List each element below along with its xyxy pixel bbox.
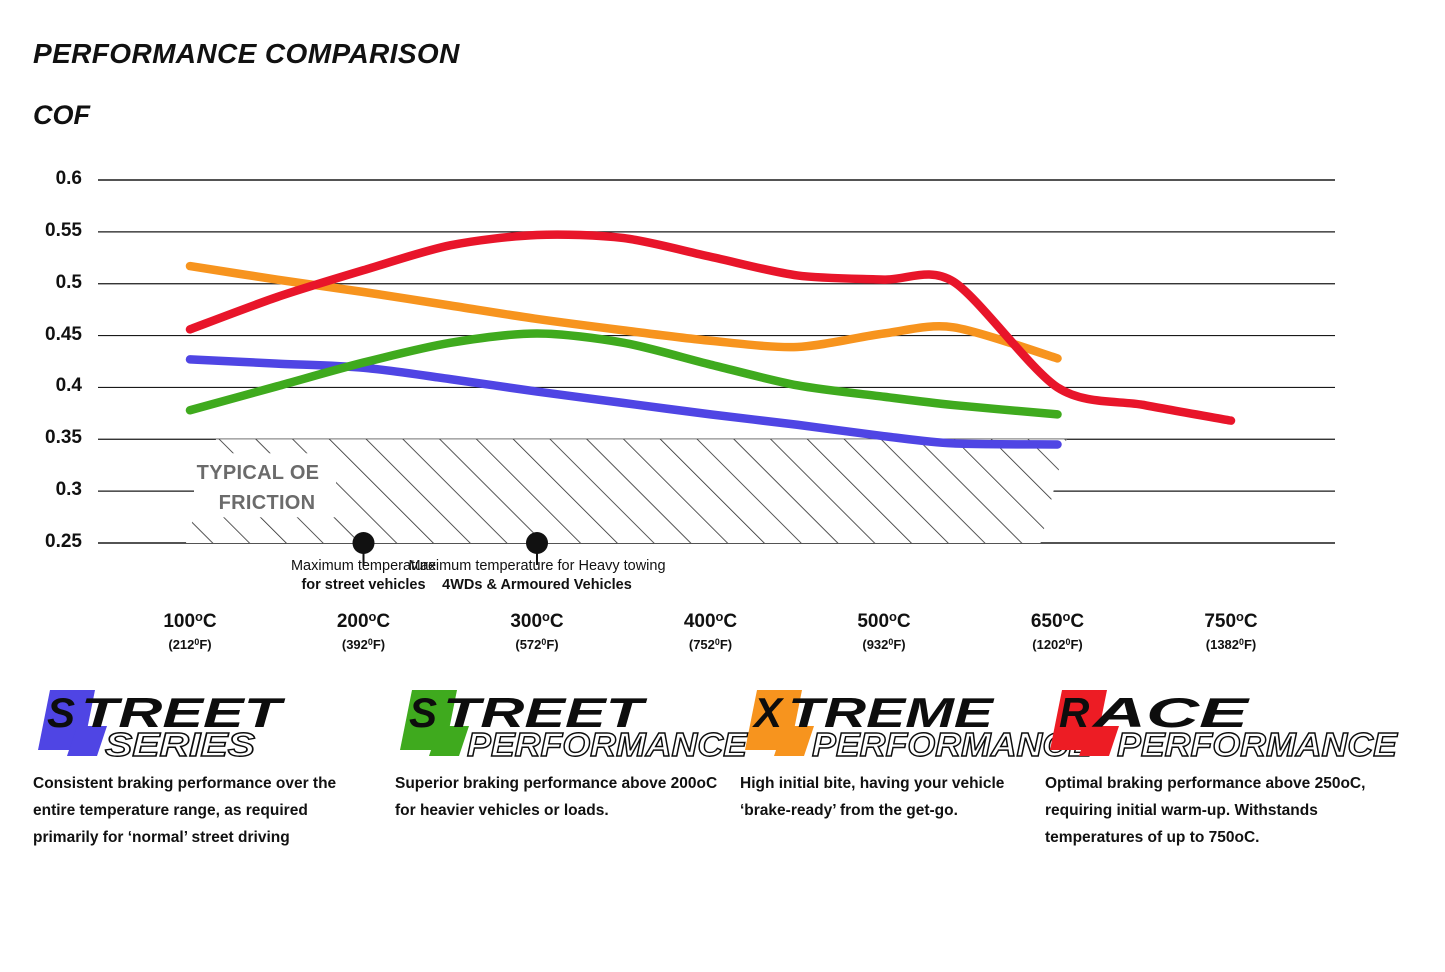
product-logo: X TREME PERFORMANCE — [740, 686, 1094, 760]
annotation-line1: Maximum temperature for Heavy towing — [408, 558, 666, 574]
x-tick-fahrenheit: (7520F) — [688, 636, 733, 652]
product-card-street[interactable]: S TREET PERFORMANCE Superior braking perfor… — [395, 686, 749, 824]
x-tick-celsius: 300oC — [510, 609, 564, 632]
x-tick-celsius: 200oC — [336, 609, 391, 632]
x-tick-750c: 750oC (13820F) — [1166, 606, 1296, 654]
page-title: PERFORMANCE COMPARISON — [33, 38, 460, 69]
annotation-max-temp-heavy-towing: Maximum temperature for Heavy towing 4WDs… — [337, 557, 737, 595]
y-tick-0-35: 0.35 — [45, 427, 82, 449]
x-tick-400c: 400oC (7520F) — [646, 606, 776, 654]
annotation-line1: Maximum temperature — [290, 558, 437, 574]
logo-top-word: TREET — [443, 689, 648, 736]
logo-top-word: ACE — [1091, 689, 1251, 736]
product-legend-row: S TREET SERIES Consistent braking performan… — [0, 686, 1445, 966]
typical-oe-friction-label: TYPICAL OE FRICTION — [188, 458, 328, 518]
performance-line-chart — [98, 179, 1335, 565]
x-tick-celsius: 750oC — [1204, 609, 1258, 632]
y-tick-0-6: 0.6 — [55, 168, 82, 189]
product-card-xtreme[interactable]: X TREME PERFORMANCE High initial bite, havi… — [740, 686, 1094, 824]
product-card-street[interactable]: S TREET SERIES Consistent braking performan… — [33, 686, 373, 851]
y-axis-title: COF — [33, 100, 90, 130]
y-tick-0-5: 0.5 — [55, 271, 82, 293]
logo-initial: S — [47, 689, 75, 736]
annotation-marker-dot — [526, 532, 548, 554]
logo-initial: R — [1059, 689, 1090, 736]
x-tick-celsius: 400oC — [683, 609, 738, 632]
x-tick-celsius: 500oC — [857, 609, 911, 632]
y-tick-0-45: 0.45 — [45, 323, 82, 345]
logo-initial: X — [752, 689, 785, 736]
x-tick-fahrenheit: (5720F) — [515, 636, 559, 652]
annotation-line2: for street vehicles — [301, 577, 426, 593]
x-tick-fahrenheit: (2120F) — [168, 636, 212, 652]
annotation-max-temp-street-vehicles: Maximum temperature for street vehicles — [234, 557, 494, 595]
annotation-line2: 4WDs & Armoured Vehicles — [442, 577, 632, 593]
product-description: High initial bite, having your vehicle ‘… — [740, 775, 1005, 819]
band-label-line1: TYPICAL OE — [196, 462, 320, 484]
x-tick-celsius: 650oC — [1030, 609, 1085, 632]
series-line-street-series — [185, 355, 1062, 449]
y-tick-0-3: 0.3 — [55, 479, 82, 501]
x-tick-300c: 300oC (5720F) — [472, 606, 602, 654]
series-line-xtreme-performance — [185, 261, 1062, 363]
y-tick-0-25: 0.25 — [45, 531, 82, 552]
series-line-street-performance — [185, 329, 1062, 419]
y-tick-0-4: 0.4 — [55, 375, 82, 397]
chart-series-lines — [185, 230, 1236, 449]
logo-bottom-word: PERFORMANCE — [467, 726, 748, 760]
series-line-race-performance — [185, 230, 1236, 425]
logo-top-word: TREET — [81, 689, 286, 736]
x-tick-200c: 200oC (3920F) — [299, 606, 429, 654]
logo-top-word: TREME — [788, 689, 996, 736]
annotation-marker-dot — [352, 532, 375, 554]
logo-bottom-word: PERFORMANCE — [1117, 726, 1398, 760]
product-logo: R ACE PERFORMANCE — [1045, 686, 1399, 760]
product-logo: S TREET PERFORMANCE — [395, 686, 749, 760]
product-description: Optimal braking performance above 250oC,… — [1045, 775, 1366, 846]
x-tick-celsius: 100oC — [163, 609, 217, 632]
logo-bottom-word: PERFORMANCE — [812, 726, 1093, 760]
y-tick-0-55: 0.55 — [45, 219, 82, 241]
x-tick-fahrenheit: (12020F) — [1032, 636, 1083, 652]
product-logo: S TREET SERIES — [33, 686, 373, 760]
band-label-line2: FRICTION — [218, 492, 316, 514]
x-tick-fahrenheit: (3920F) — [341, 636, 386, 652]
x-tick-650c: 650oC (12020F) — [993, 606, 1123, 654]
product-description: Consistent braking performance over the … — [33, 775, 337, 846]
logo-initial: S — [409, 689, 437, 736]
x-tick-fahrenheit: (9320F) — [862, 636, 906, 652]
x-tick-100c: 100oC (2120F) — [125, 606, 255, 654]
logo-bottom-word: SERIES — [105, 726, 255, 760]
product-card-race[interactable]: R ACE PERFORMANCE Optimal braking performan… — [1045, 686, 1399, 851]
product-description: Superior braking performance above 200oC… — [395, 775, 718, 819]
x-tick-500c: 500oC (9320F) — [819, 606, 949, 654]
x-tick-fahrenheit: (13820F) — [1205, 636, 1257, 652]
chart-plot-area — [98, 179, 1335, 565]
